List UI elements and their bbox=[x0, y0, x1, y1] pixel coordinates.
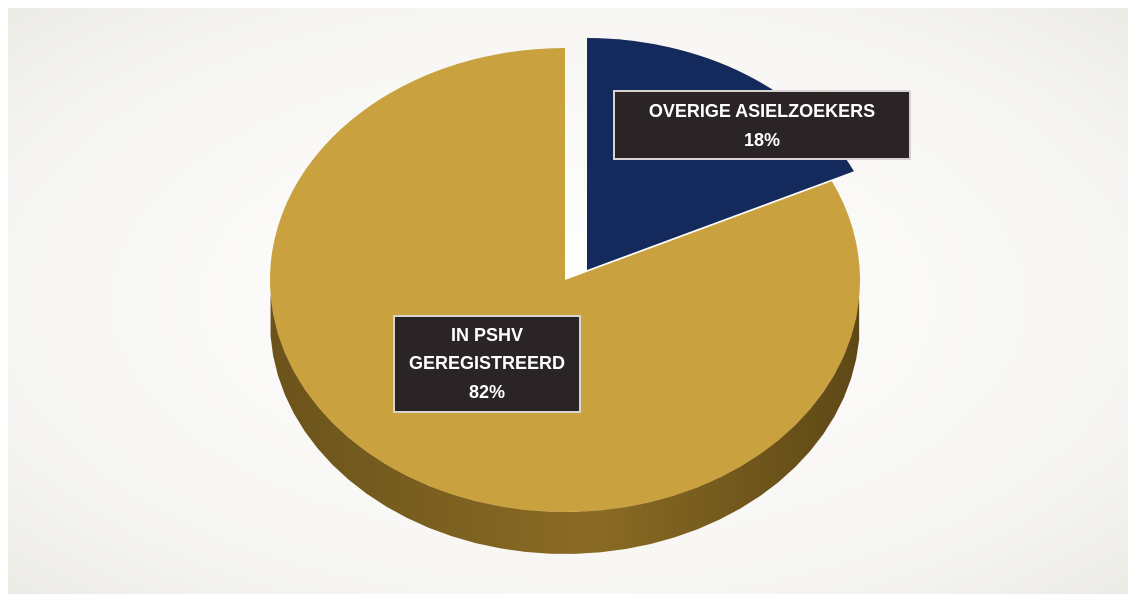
slice-value-label: 18% bbox=[744, 130, 780, 150]
slice-value-label: 82% bbox=[469, 382, 505, 402]
slice-label-overige: OVERIGE ASIELZOEKERS 18% bbox=[613, 90, 911, 160]
slice-label-line: GEREGISTREERD bbox=[409, 353, 565, 373]
slice-label-box bbox=[393, 315, 581, 413]
pie-slice-side bbox=[270, 294, 860, 554]
slice-label-box bbox=[613, 90, 911, 160]
slice-label-line: IN PSHV bbox=[451, 325, 523, 345]
slice-label-line: OVERIGE ASIELZOEKERS bbox=[649, 101, 875, 121]
slice-label-pshv: IN PSHV GEREGISTREERD 82% bbox=[393, 315, 581, 413]
pie-sides bbox=[270, 294, 860, 554]
